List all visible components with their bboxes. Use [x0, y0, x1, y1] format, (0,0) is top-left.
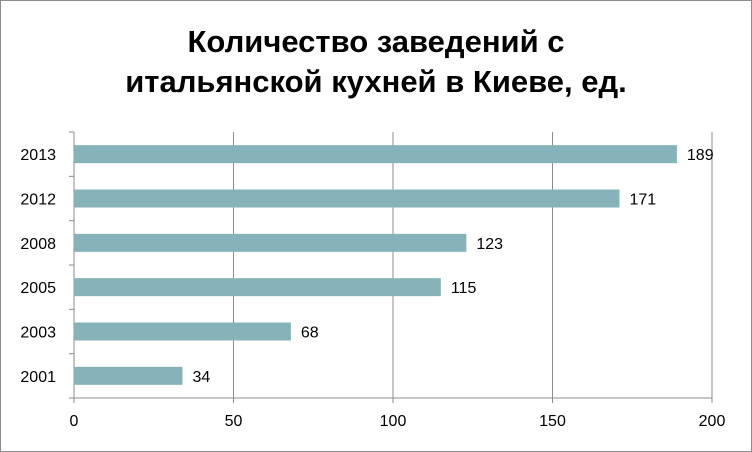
x-tick-label: 200 — [699, 413, 726, 430]
bar — [74, 233, 467, 252]
chart-title: Количество заведений с итальянской кухне… — [0, 22, 752, 102]
data-label: 123 — [476, 236, 503, 253]
y-tick-label: 2003 — [20, 325, 56, 342]
y-tick-label: 2012 — [20, 192, 56, 209]
x-tick-label: 100 — [380, 413, 407, 430]
y-tick-label: 2013 — [20, 147, 56, 164]
data-label: 171 — [629, 192, 656, 209]
x-tick-label: 150 — [539, 413, 566, 430]
chart-title-line-2: итальянской кухней в Киеве, ед. — [125, 64, 627, 99]
y-tick-label: 2008 — [20, 236, 56, 253]
y-tick-label: 2001 — [20, 369, 56, 386]
bar — [74, 278, 441, 297]
bar — [74, 145, 677, 164]
data-label: 115 — [451, 280, 477, 297]
bar — [74, 322, 291, 341]
bar — [74, 189, 620, 208]
data-label: 68 — [301, 325, 319, 342]
data-label: 189 — [687, 147, 714, 164]
data-label: 34 — [192, 369, 210, 386]
y-tick-label: 2005 — [20, 280, 56, 297]
bar — [74, 366, 183, 385]
x-tick-label: 50 — [225, 413, 243, 430]
chart-title-line-1: Количество заведений с — [187, 24, 565, 59]
x-tick-label: 0 — [70, 413, 79, 430]
